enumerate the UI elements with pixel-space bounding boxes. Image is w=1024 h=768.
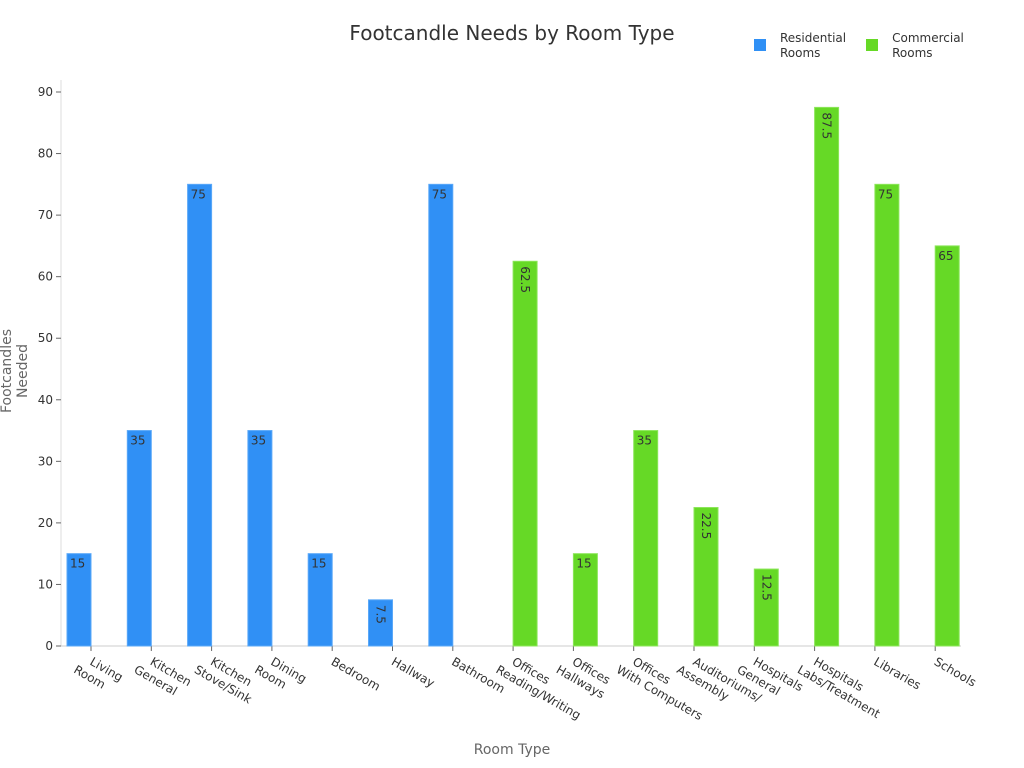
bar-value-label: 7.5: [374, 605, 388, 624]
bar[interactable]: [126, 430, 152, 647]
y-tick-label: 60: [38, 270, 53, 284]
bar-value-label: 22.5: [699, 513, 713, 540]
bar-value-label: 75: [191, 187, 206, 201]
x-tick-label: Schools: [932, 654, 979, 689]
bar[interactable]: [633, 430, 659, 647]
y-tick-label: 70: [38, 208, 53, 222]
legend-label-commercial: Commercial Rooms: [892, 31, 964, 60]
y-tick-label: 50: [38, 331, 53, 345]
bar-value-label: 75: [432, 187, 447, 201]
bar-value-label: 15: [576, 557, 591, 571]
legend-label-residential: Residential Rooms: [780, 31, 847, 60]
x-axis-label: Room Type: [473, 742, 551, 758]
legend-swatch-residential: [754, 39, 766, 51]
bar-value-label: 12.5: [759, 574, 773, 601]
svg-text:Bedroom: Bedroom: [329, 654, 383, 693]
bar[interactable]: [572, 553, 598, 647]
x-tick-label: Libraries: [871, 654, 923, 692]
bar[interactable]: [307, 553, 333, 647]
y-tick-label: 90: [38, 85, 53, 99]
bar[interactable]: [874, 183, 900, 647]
bar[interactable]: [753, 568, 779, 647]
bar[interactable]: [934, 245, 960, 647]
legend-item-residential[interactable]: Residential Rooms: [752, 31, 846, 61]
bar-value-label: 15: [70, 557, 85, 571]
svg-text:Libraries: Libraries: [871, 654, 923, 692]
y-tick-label: 80: [38, 147, 53, 161]
chart-title: Footcandle Needs by Room Type: [349, 21, 675, 45]
y-tick-label: 10: [38, 577, 53, 591]
legend-swatch-commercial: [866, 39, 879, 51]
bar[interactable]: [814, 106, 840, 647]
bar-value-label: 87.5: [820, 112, 834, 139]
bar-value-label: 75: [878, 187, 893, 201]
bar[interactable]: [693, 507, 719, 647]
bar-value-label: 65: [938, 249, 953, 263]
bar[interactable]: [187, 183, 213, 647]
bar-value-label: 35: [637, 434, 652, 448]
y-tick-label: 40: [38, 393, 53, 407]
y-tick-label: 30: [38, 454, 53, 468]
legend: Residential Rooms Commercial Rooms: [752, 31, 964, 61]
bar-value-label: 62.5: [518, 266, 532, 293]
bar[interactable]: [512, 260, 538, 647]
y-axis-label: Footcandles Needed: [0, 329, 31, 414]
bar[interactable]: [247, 430, 273, 647]
legend-item-commercial[interactable]: Commercial Rooms: [864, 31, 964, 61]
bar-value-label: 15: [311, 557, 326, 571]
svg-text:Schools: Schools: [932, 654, 979, 689]
y-tick-label: 20: [38, 516, 53, 530]
bar-value-label: 35: [251, 434, 266, 448]
bar-value-label: 35: [130, 434, 145, 448]
bar[interactable]: [428, 183, 454, 647]
bar[interactable]: [368, 599, 393, 647]
svg-text:Hallway: Hallway: [389, 654, 437, 690]
x-tick-label: Bedroom: [329, 654, 383, 693]
x-tick-label: Hallway: [389, 654, 437, 690]
y-tick-label: 0: [45, 639, 53, 653]
bar[interactable]: [66, 553, 92, 647]
